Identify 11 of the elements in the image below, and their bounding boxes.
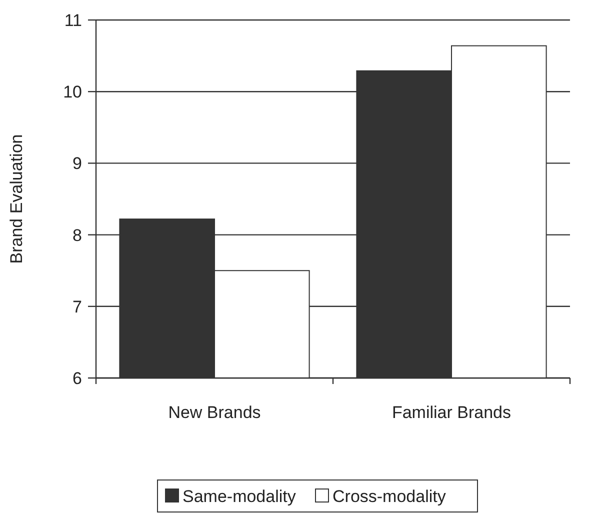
x-tick-label: New Brands xyxy=(168,403,261,422)
y-tick-label: 9 xyxy=(72,154,82,174)
x-tick-label: Familiar Brands xyxy=(392,403,512,422)
y-tick-label: 6 xyxy=(72,368,82,388)
y-tick-label: 11 xyxy=(64,10,82,30)
y-tick-label: 10 xyxy=(63,82,82,102)
y-tick-label: 8 xyxy=(72,226,82,245)
y-tick-label: 7 xyxy=(72,297,82,316)
y-axis-title: Brand Evaluation xyxy=(7,134,26,264)
legend-label: Cross-modality xyxy=(332,486,446,506)
legend-label: Same-modality xyxy=(182,486,296,506)
